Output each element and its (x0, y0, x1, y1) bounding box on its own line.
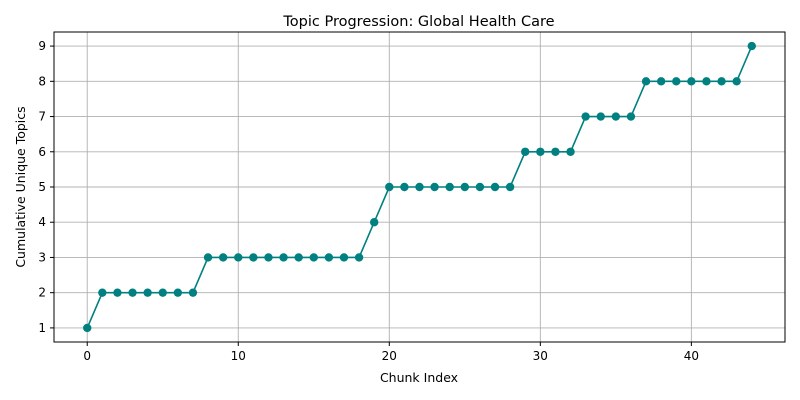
x-tick-label: 30 (533, 349, 548, 363)
series (83, 41, 756, 333)
data-point (415, 182, 424, 192)
data-point (83, 323, 92, 333)
data-point (173, 288, 183, 297)
x-tick-label: 0 (83, 349, 91, 363)
y-tick-label: 2 (38, 286, 46, 300)
data-point (641, 77, 651, 86)
y-tick-label: 8 (38, 74, 46, 88)
data-point (460, 182, 470, 192)
data-point (490, 182, 500, 192)
data-point (611, 112, 621, 121)
axis-ticks: 0 10 20 30 40 1 2 3 4 5 6 7 8 9 (38, 39, 699, 363)
data-point (747, 41, 756, 51)
data-point (475, 182, 485, 192)
y-tick-label: 9 (38, 39, 46, 53)
data-point (354, 253, 364, 262)
data-point (218, 253, 228, 262)
y-tick-label: 3 (38, 250, 46, 264)
data-point (702, 77, 711, 86)
data-point (203, 253, 213, 262)
x-tick-label: 10 (231, 349, 246, 363)
y-tick-label: 1 (38, 321, 46, 335)
data-point (687, 77, 696, 86)
data-point (279, 253, 288, 262)
x-tick-label: 20 (382, 349, 397, 363)
data-point (596, 112, 605, 121)
data-point (521, 147, 530, 156)
data-point (98, 288, 107, 297)
data-point (505, 182, 515, 192)
data-point (264, 253, 273, 262)
data-point (385, 182, 394, 192)
data-point (294, 253, 303, 262)
x-tick-label: 40 (684, 349, 699, 363)
data-point (566, 147, 575, 156)
y-tick-label: 5 (38, 180, 46, 194)
data-point (143, 288, 152, 297)
data-point (551, 147, 560, 156)
x-axis-label: Chunk Index (380, 370, 458, 385)
data-point (430, 182, 439, 192)
data-point (158, 288, 167, 297)
data-point (672, 77, 681, 86)
data-point (717, 77, 726, 86)
chart-title: Topic Progression: Global Health Care (282, 14, 554, 30)
data-point (309, 253, 318, 262)
y-tick-label: 4 (38, 215, 46, 229)
data-point (234, 253, 243, 262)
data-point (400, 182, 409, 192)
data-point (656, 77, 666, 86)
data-point (128, 288, 137, 297)
y-tick-label: 6 (38, 145, 46, 159)
data-point (445, 182, 454, 192)
data-point (113, 288, 122, 297)
data-point (626, 112, 636, 121)
data-point (188, 288, 198, 297)
data-point (324, 253, 334, 262)
data-point (339, 253, 349, 262)
data-point (732, 77, 741, 86)
data-point (536, 147, 545, 156)
data-point (369, 218, 379, 227)
y-tick-label: 7 (38, 110, 46, 124)
data-point (581, 112, 590, 121)
y-axis-label: Cumulative Unique Topics (13, 106, 28, 267)
data-point (249, 253, 258, 262)
